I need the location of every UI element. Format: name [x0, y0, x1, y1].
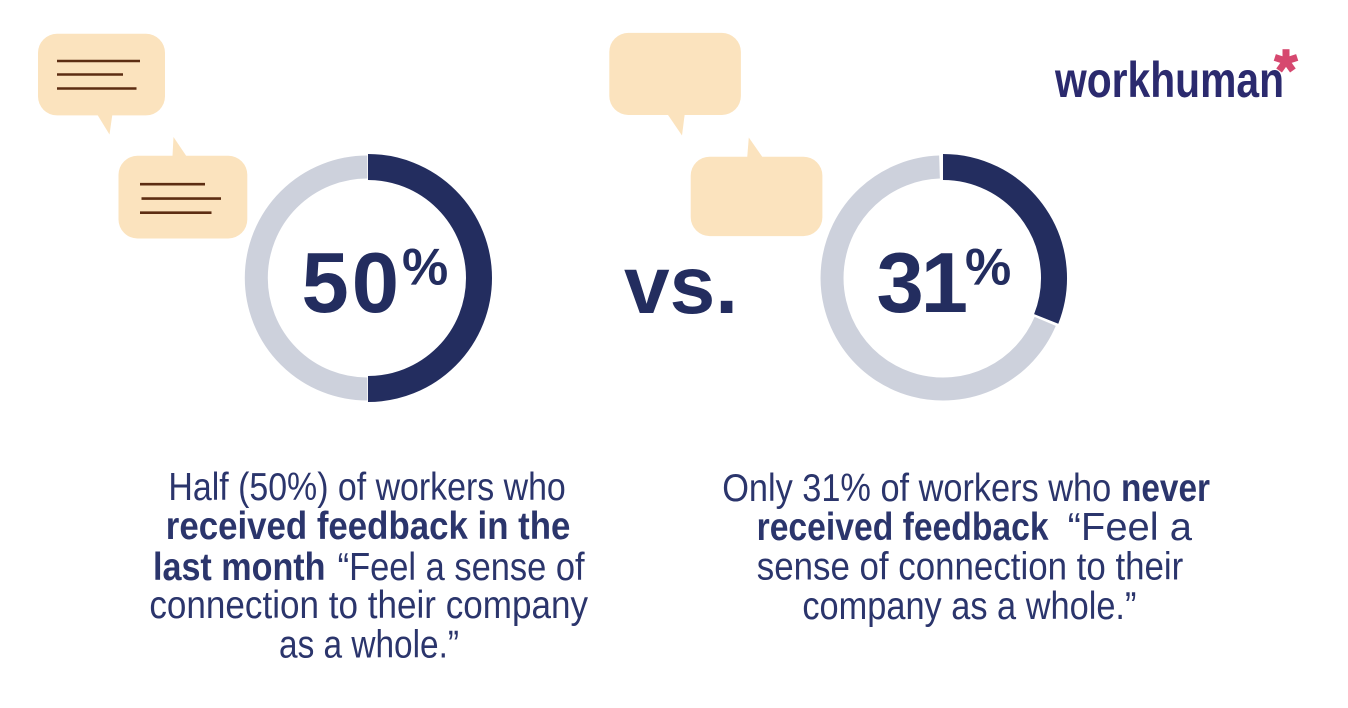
svg-text:received feedback: received feedback [757, 506, 1049, 549]
svg-text:workhuman: workhuman [1054, 52, 1284, 108]
svg-text:received feedback in the: received feedback in the [166, 505, 571, 548]
svg-text:Only 31% of workers who: Only 31% of workers who [722, 467, 1111, 510]
svg-text:company as a whole.”: company as a whole.” [802, 585, 1136, 628]
svg-text:Half (50%) of workers who: Half (50%) of workers who [168, 466, 565, 509]
svg-text:last month: last month [153, 546, 326, 589]
svg-text:“Feel a sense of: “Feel a sense of [338, 546, 585, 589]
svg-text:31%: 31% [877, 236, 1012, 331]
svg-text:50%: 50% [302, 236, 449, 331]
svg-text:sense of connection to their: sense of connection to their [757, 546, 1184, 589]
svg-text:never: never [1121, 467, 1210, 510]
svg-text:as a whole.”: as a whole.” [279, 624, 459, 667]
svg-text:vs.: vs. [624, 240, 738, 331]
svg-text:connection to their company: connection to their company [149, 584, 588, 627]
svg-text:“Feel a: “Feel a [1068, 506, 1193, 549]
